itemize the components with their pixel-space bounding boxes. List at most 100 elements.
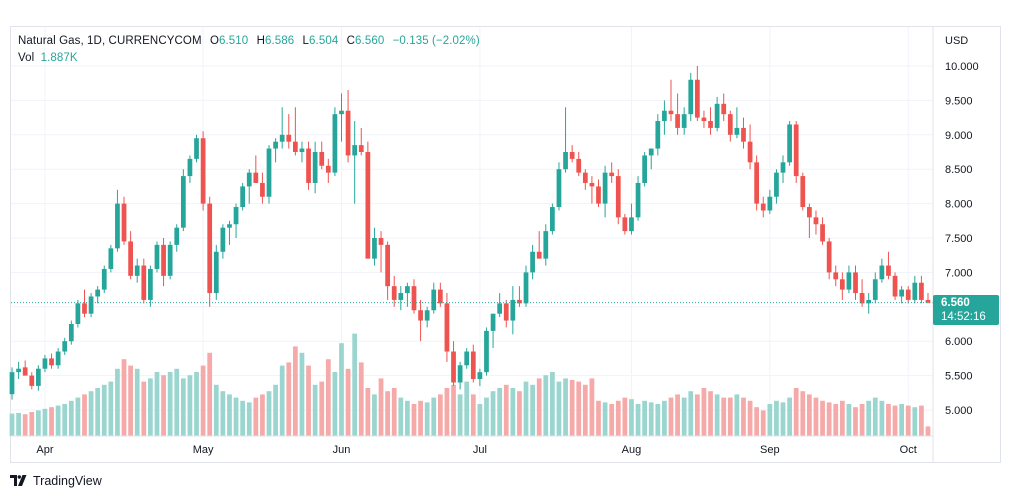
volume-label[interactable]: Vol — [18, 52, 35, 64]
candle[interactable] — [411, 279, 417, 314]
candle[interactable] — [694, 66, 700, 122]
candle[interactable] — [550, 203, 555, 235]
candle[interactable] — [800, 172, 806, 211]
candle[interactable] — [530, 244, 535, 280]
candle[interactable] — [470, 344, 476, 383]
candle[interactable] — [22, 360, 28, 376]
candle[interactable] — [556, 162, 562, 211]
candle[interactable] — [141, 258, 147, 304]
candle[interactable] — [29, 372, 35, 390]
candle[interactable] — [101, 265, 107, 294]
candle[interactable] — [668, 79, 674, 122]
candle[interactable] — [444, 293, 450, 362]
candle[interactable] — [339, 93, 344, 142]
candle[interactable] — [424, 306, 430, 328]
candle[interactable] — [358, 127, 364, 156]
candle[interactable] — [95, 286, 101, 304]
candle[interactable] — [839, 272, 845, 300]
candle[interactable] — [569, 145, 575, 163]
candle[interactable] — [826, 238, 832, 280]
candle[interactable] — [246, 169, 252, 204]
candle[interactable] — [523, 265, 529, 307]
candle[interactable] — [820, 217, 825, 245]
candle[interactable] — [807, 203, 812, 238]
candle[interactable] — [490, 313, 496, 349]
candle[interactable] — [187, 155, 193, 183]
candle[interactable] — [405, 282, 410, 307]
candle[interactable] — [431, 282, 437, 314]
candle[interactable] — [477, 368, 483, 386]
candle[interactable] — [16, 361, 21, 380]
candle[interactable] — [879, 258, 885, 283]
candle[interactable] — [372, 227, 377, 266]
candle[interactable] — [813, 210, 819, 235]
candle[interactable] — [912, 275, 918, 304]
candle[interactable] — [576, 152, 582, 177]
candles[interactable] — [9, 66, 931, 400]
candle[interactable] — [853, 265, 858, 300]
candle[interactable] — [886, 251, 891, 280]
candle[interactable] — [161, 238, 166, 287]
candle[interactable] — [273, 138, 278, 163]
candle[interactable] — [385, 241, 390, 300]
candle[interactable] — [115, 189, 120, 252]
candle[interactable] — [437, 282, 443, 307]
candle[interactable] — [128, 231, 133, 280]
candle[interactable] — [767, 189, 773, 214]
candle[interactable] — [754, 155, 760, 211]
candle[interactable] — [82, 289, 87, 318]
candle[interactable] — [464, 348, 470, 369]
candle[interactable] — [536, 231, 542, 259]
candle[interactable] — [233, 203, 239, 238]
candle[interactable] — [108, 244, 114, 273]
candle[interactable] — [213, 244, 219, 300]
candle[interactable] — [260, 172, 265, 204]
time-axis[interactable]: Apr May Jun Jul Aug Sep Oct — [11, 435, 933, 456]
candle[interactable] — [635, 176, 641, 221]
candle[interactable] — [75, 299, 81, 328]
candle[interactable] — [279, 107, 285, 149]
candle[interactable] — [134, 258, 140, 283]
candle[interactable] — [721, 93, 727, 122]
candle[interactable] — [543, 224, 549, 266]
candle[interactable] — [200, 131, 206, 211]
candle[interactable] — [121, 196, 127, 245]
candle[interactable] — [55, 348, 61, 369]
candle[interactable] — [503, 299, 509, 328]
candle[interactable] — [582, 169, 588, 190]
candle[interactable] — [629, 203, 634, 235]
candle[interactable] — [787, 121, 792, 166]
candle[interactable] — [451, 341, 456, 386]
candle[interactable] — [207, 196, 213, 307]
candle[interactable] — [240, 182, 246, 211]
candle[interactable] — [517, 286, 522, 307]
candle[interactable] — [833, 265, 839, 287]
candle[interactable] — [484, 327, 489, 376]
candle[interactable] — [727, 110, 733, 142]
candle[interactable] — [905, 286, 911, 304]
tradingview-branding[interactable]: TradingView — [10, 472, 102, 490]
candle[interactable] — [793, 121, 799, 183]
candle[interactable] — [312, 141, 318, 194]
candle[interactable] — [642, 152, 648, 187]
candle[interactable] — [708, 107, 713, 135]
candle[interactable] — [292, 107, 298, 156]
candle[interactable] — [220, 224, 226, 259]
candle[interactable] — [688, 72, 694, 122]
candle[interactable] — [398, 286, 404, 311]
candle[interactable] — [42, 354, 48, 373]
candle[interactable] — [174, 224, 180, 252]
candle[interactable] — [510, 286, 516, 335]
candle[interactable] — [662, 100, 667, 135]
candle[interactable] — [589, 176, 595, 204]
candle[interactable] — [286, 114, 292, 149]
candle[interactable] — [457, 361, 463, 390]
candle[interactable] — [615, 169, 621, 225]
candle[interactable] — [596, 179, 601, 208]
candle[interactable] — [68, 320, 74, 345]
candle[interactable] — [741, 117, 746, 149]
candle[interactable] — [266, 145, 272, 204]
candle[interactable] — [9, 367, 15, 400]
candle[interactable] — [780, 155, 786, 183]
